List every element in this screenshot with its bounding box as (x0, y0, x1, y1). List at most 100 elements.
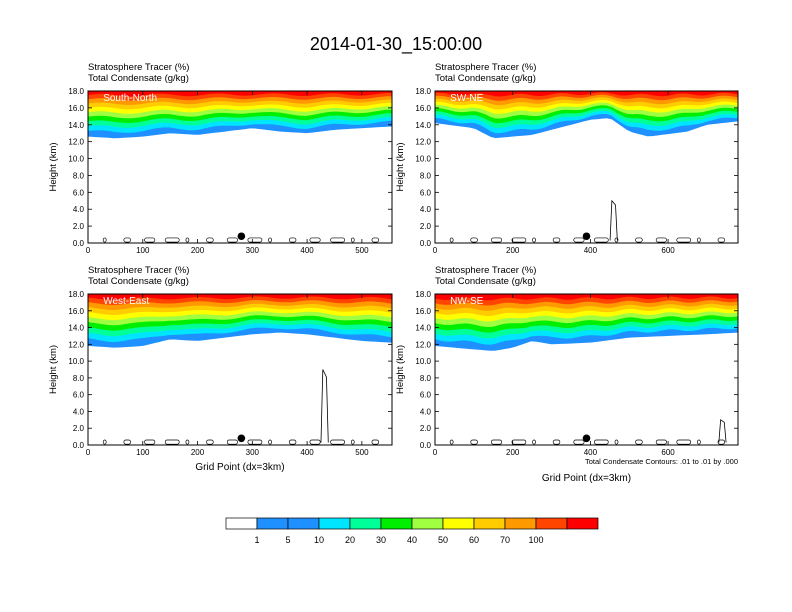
y-tick-label: 16.0 (415, 307, 431, 316)
x-tick-label: 500 (355, 448, 369, 457)
condensate-contour (511, 439, 527, 445)
x-tick-label: 200 (506, 448, 520, 457)
x-tick-label: 200 (191, 448, 205, 457)
location-marker (237, 232, 246, 241)
colorbar-swatch (442, 517, 475, 530)
condensate-contour (594, 439, 609, 445)
contour-note: Total Condensate Contours: .01 to .01 by… (585, 457, 738, 466)
colorbar-label: 60 (469, 535, 479, 545)
condensate-contour (288, 439, 297, 445)
condensate-contour (102, 237, 107, 243)
condensate-contour (594, 237, 609, 243)
colorbar-swatch (256, 517, 289, 530)
y-tick-label: 0.0 (73, 239, 85, 248)
condensate-contour (697, 439, 701, 445)
y-tick-label: 6.0 (73, 188, 85, 197)
y-axis-label: Height (km) (395, 142, 406, 191)
x-tick-label: 300 (246, 246, 260, 255)
condensate-contour (185, 439, 190, 445)
panel-header-condensate: Total Condensate (g/kg) (88, 276, 189, 287)
condensate-contour (164, 439, 180, 445)
condensate-contour (350, 439, 355, 445)
condensate-contour (614, 439, 619, 445)
condensate-contour (144, 237, 156, 243)
y-tick-label: 0.0 (420, 441, 432, 450)
tracer-field (88, 91, 392, 243)
x-tick-label: 400 (584, 246, 598, 255)
x-tick-label: 100 (136, 448, 150, 457)
y-tick-label: 6.0 (73, 391, 85, 400)
colorbar-label: 70 (500, 535, 510, 545)
condensate-contour (144, 439, 156, 445)
condensate-contour (123, 439, 131, 445)
tracer-field (88, 294, 392, 445)
panel-header-tracer: Stratosphere Tracer (%) (88, 62, 189, 73)
condensate-spike (609, 199, 618, 241)
y-tick-label: 2.0 (420, 222, 432, 231)
location-marker (237, 434, 246, 443)
x-tick-label: 0 (433, 246, 438, 255)
tracer-band-9 (88, 294, 392, 301)
condensate-contour (206, 439, 214, 445)
y-tick-label: 18.0 (415, 290, 431, 299)
panel-header-tracer: Stratosphere Tracer (%) (435, 62, 536, 73)
location-marker (582, 434, 591, 443)
y-tick-label: 18.0 (68, 87, 84, 96)
colorbar-swatch (318, 517, 351, 530)
panel-header-condensate: Total Condensate (g/kg) (435, 73, 536, 84)
y-tick-label: 8.0 (73, 171, 85, 180)
y-tick-label: 12.0 (415, 340, 431, 349)
condensate-contour (552, 237, 561, 243)
location-marker (582, 232, 591, 241)
panel-label: SW-NE (450, 93, 483, 104)
panel-south-north: Stratosphere Tracer (%)Total Condensate … (48, 62, 393, 255)
y-tick-label: 4.0 (73, 407, 85, 416)
y-tick-label: 10.0 (68, 357, 84, 366)
y-axis-label: Height (km) (395, 345, 406, 394)
y-tick-label: 4.0 (420, 205, 432, 214)
colorbar-swatch (566, 517, 599, 530)
y-tick-label: 16.0 (415, 104, 431, 113)
y-tick-label: 10.0 (68, 155, 84, 164)
colorbar-label: 40 (407, 535, 417, 545)
plot-frame (434, 90, 739, 244)
condensate-contour (102, 439, 107, 445)
plot-frame (87, 90, 393, 244)
condensate-contour (470, 237, 478, 243)
colorbar-swatch (504, 517, 537, 530)
colorbar-label: 10 (314, 535, 324, 545)
condensate-contour (449, 439, 454, 445)
colorbar-swatch (411, 517, 444, 530)
y-tick-label: 8.0 (420, 374, 432, 383)
colorbar: 1 5 10 20 30 40 50 60 70 100 (225, 517, 599, 545)
x-axis-label: Grid Point (dx=3km) (542, 473, 631, 484)
condensate-spike (718, 419, 727, 443)
y-tick-label: 18.0 (415, 87, 431, 96)
x-tick-label: 200 (506, 246, 520, 255)
y-tick-label: 14.0 (415, 324, 431, 333)
y-tick-label: 12.0 (415, 138, 431, 147)
tracer-band-9 (88, 91, 392, 97)
condensate-contour (676, 439, 692, 445)
y-axis-label: Height (km) (48, 142, 59, 191)
colorbar-swatch (225, 517, 258, 530)
condensate-contour (491, 237, 503, 243)
tracer-band-9 (435, 294, 738, 301)
panel-label: South-North (103, 93, 157, 104)
condensate-contour (371, 237, 379, 243)
y-axis-label: Height (km) (48, 345, 59, 394)
colorbar-label: 1 (254, 535, 259, 545)
panel-sw-ne: Stratosphere Tracer (%)Total Condensate … (395, 62, 739, 255)
y-tick-label: 16.0 (68, 104, 84, 113)
condensate-contour (532, 439, 536, 445)
condensate-contour (655, 237, 667, 243)
x-tick-label: 400 (300, 448, 314, 457)
y-tick-label: 4.0 (420, 407, 432, 416)
condensate-contour (717, 439, 726, 445)
condensate-contour (309, 439, 321, 445)
condensate-contour (330, 439, 345, 445)
condensate-contour (268, 439, 272, 445)
condensate-contour (635, 237, 643, 243)
colorbar-label: 30 (376, 535, 386, 545)
